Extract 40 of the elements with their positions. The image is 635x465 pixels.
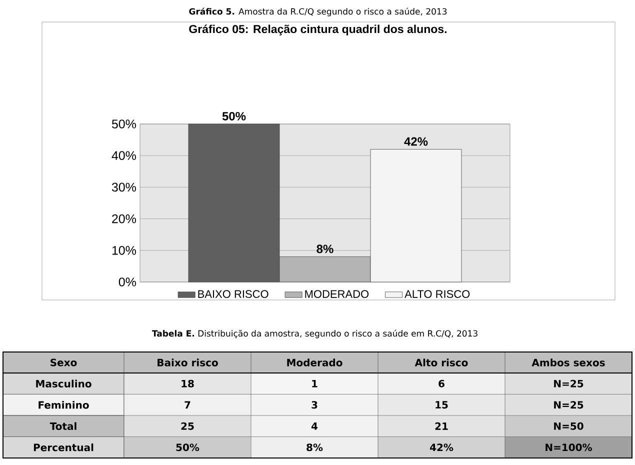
y-tick-label: 40% bbox=[112, 151, 136, 160]
data-label: 50% bbox=[176, 444, 200, 452]
text: Gráfico 5. Amostra da R.C/Q segundo o risco a saúde, 2013 bbox=[189, 8, 447, 16]
data-label: 18 bbox=[182, 380, 194, 388]
data-label: 3 bbox=[312, 401, 318, 409]
y-tick-label: Feminino bbox=[38, 400, 89, 409]
x-tick-label: Moderado bbox=[287, 358, 342, 366]
data-label: 1 bbox=[312, 380, 318, 388]
data-label: N=25 bbox=[554, 380, 584, 388]
y-tick-label: Masculino bbox=[36, 380, 92, 388]
y-axis-title: Sexo bbox=[50, 358, 77, 366]
y-tick-label: Total bbox=[50, 422, 76, 430]
data-label: 6 bbox=[438, 380, 444, 388]
chart-title: Gráfico 05: Relação cintura quadril dos alunos. bbox=[189, 24, 446, 36]
data-label: 8% bbox=[306, 444, 323, 452]
data-label: 25 bbox=[181, 422, 194, 430]
data-label: 50% bbox=[222, 112, 246, 120]
y-tick-label: 10% bbox=[112, 246, 136, 255]
data-label: 8% bbox=[316, 244, 334, 254]
legend-label: BAIXO RISCO bbox=[198, 290, 268, 298]
data-label: 42% bbox=[404, 137, 428, 146]
legend-label: ALTO RISCO bbox=[404, 290, 470, 298]
y-tick-label: 20% bbox=[112, 214, 136, 224]
data-label: N=25 bbox=[554, 401, 584, 409]
y-tick-label: 0% bbox=[118, 278, 136, 286]
data-label: 15 bbox=[436, 401, 448, 409]
y-tick-label: 50% bbox=[112, 120, 136, 128]
chart-title: Tabela E. Distribuição da amostra, segundo o risco a saúde em R.C/Q, 2013 bbox=[152, 330, 478, 338]
x-tick-label: Baixo risco bbox=[158, 358, 218, 366]
x-tick-label: Alto risco bbox=[414, 358, 468, 366]
y-tick-label: 30% bbox=[112, 182, 136, 192]
y-tick-label: Percentual bbox=[34, 443, 94, 452]
x-tick-label: Ambos sexos bbox=[532, 358, 605, 366]
data-label: 7 bbox=[184, 401, 190, 409]
data-label: 42% bbox=[430, 444, 454, 452]
data-label: 21 bbox=[435, 422, 448, 430]
data-label: N=50 bbox=[554, 422, 584, 430]
data-label: 4 bbox=[311, 422, 318, 430]
data-label: N=100% bbox=[546, 444, 592, 452]
legend-label: MODERADO bbox=[305, 290, 369, 298]
